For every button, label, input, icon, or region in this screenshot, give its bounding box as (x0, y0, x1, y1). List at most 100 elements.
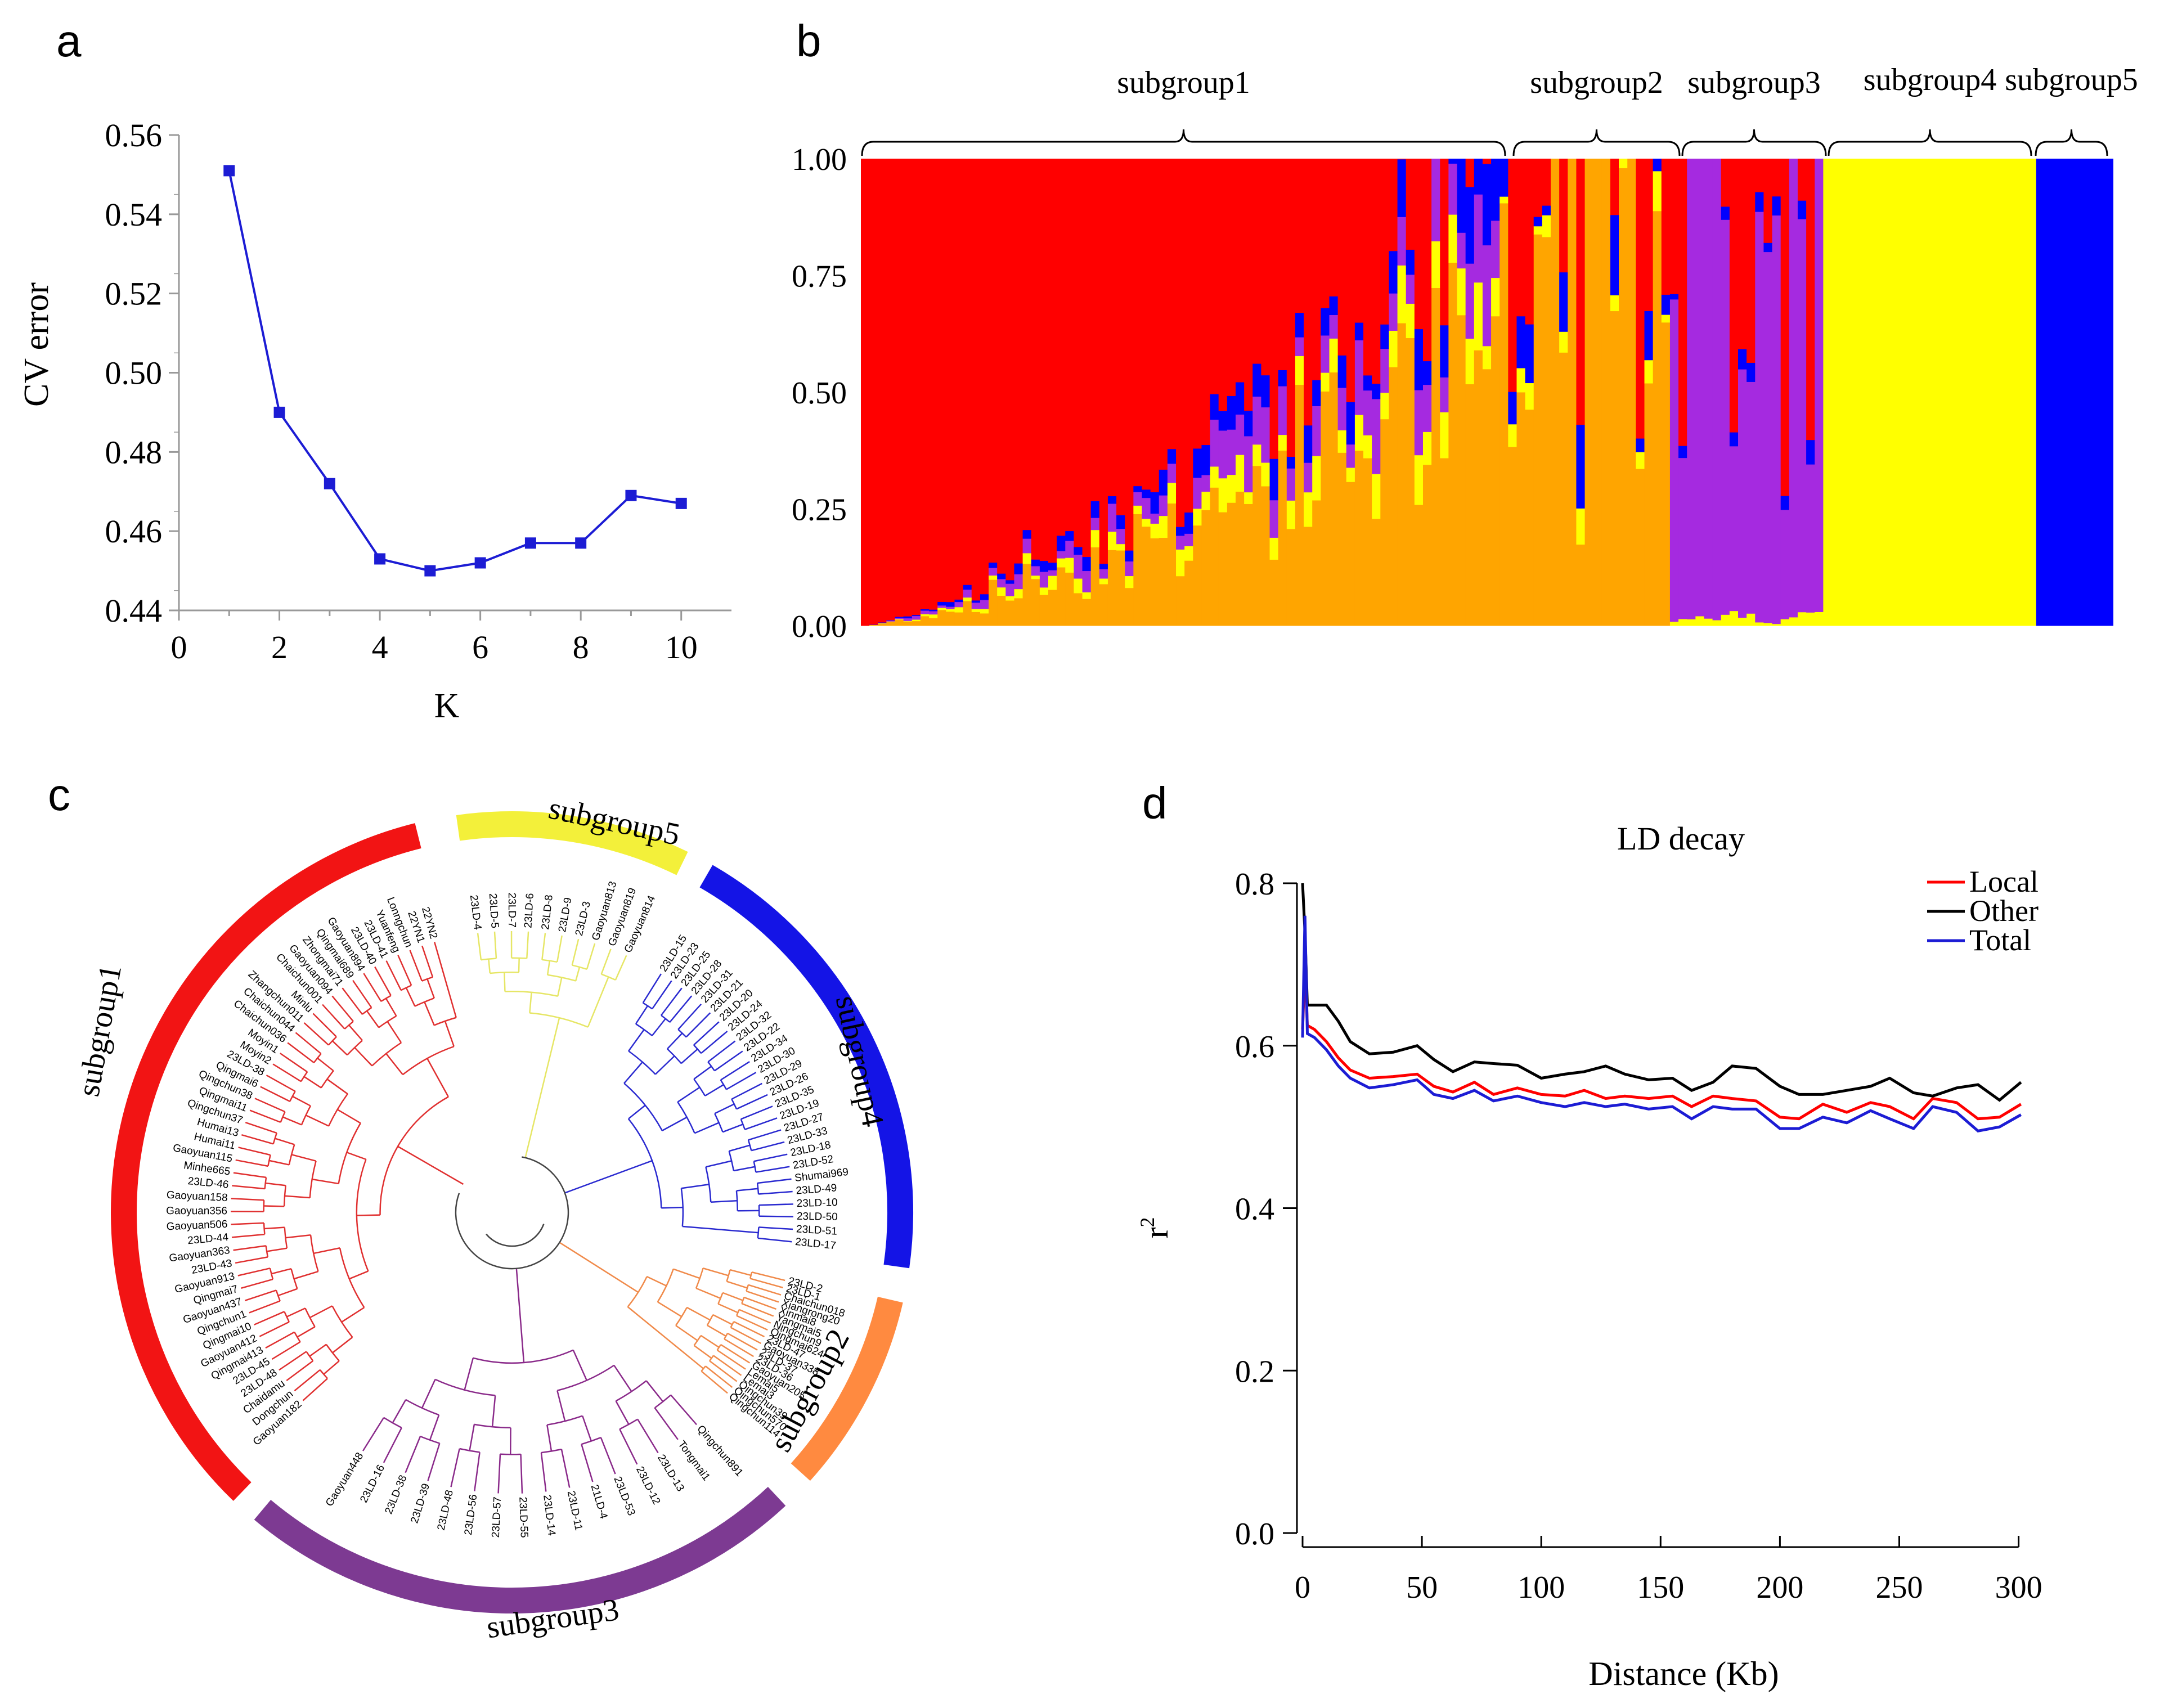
tree-branch (677, 1028, 687, 1038)
tree-branch (392, 1399, 407, 1423)
structure-bar-segment-blue (1176, 527, 1186, 536)
structure-bar-segment-purple (1014, 574, 1023, 590)
structure-bar-segment-purple (1678, 457, 1688, 619)
structure-bar-segment-yellow (1440, 412, 1449, 459)
structure-bar-segment-yellow (1619, 159, 1628, 169)
tree-branch (677, 1003, 702, 1030)
tree-branch (385, 960, 402, 991)
tree-branch (693, 1066, 712, 1080)
structure-bar-segment-orange (1584, 159, 1594, 626)
tree-branch (272, 1063, 302, 1082)
tree-branch (546, 960, 551, 976)
tree-branch (279, 1351, 307, 1371)
structure-bar-segment-purple (1414, 390, 1424, 456)
tree-branch (616, 1380, 647, 1402)
tree-branch (309, 1343, 327, 1357)
structure-bar-segment-orange (1474, 350, 1483, 626)
structure-bar-segment-blue (1184, 512, 1194, 534)
tree-branch (748, 1129, 782, 1141)
structure-bar-segment-red (1465, 159, 1475, 187)
structure-bar-segment-red (1312, 159, 1322, 380)
tree-branch (707, 1061, 715, 1072)
structure-bar-segment-yellow (1346, 468, 1355, 482)
tree-branch (282, 1116, 302, 1126)
tree-leaf-label: 23LD-3 (573, 900, 593, 937)
structure-bar-segment-blue (1057, 535, 1066, 551)
structure-bar-segment-blue (1482, 163, 1492, 246)
tree-branch (238, 1147, 271, 1156)
tree-leaf-label: 23LD-46 (187, 1175, 230, 1191)
structure-bar-segment-blue (1039, 560, 1049, 572)
structure-bar-segment-yellow (997, 587, 1007, 596)
structure-bar-segment-blue (1150, 492, 1160, 514)
tree-branch (600, 949, 612, 975)
tree-branch (424, 1001, 435, 1026)
structure-bar-segment-red (1721, 159, 1730, 207)
tree-branch (685, 1012, 711, 1038)
tree-branch (477, 933, 482, 960)
structure-bar-segment-orange (1389, 367, 1398, 626)
tree-branch (354, 1047, 373, 1067)
structure-bar-segment-blue (1474, 159, 1483, 195)
tree-branch (726, 1072, 757, 1090)
group-label: subgroup5 (2005, 62, 2138, 97)
structure-bar-segment-blue (1065, 531, 1075, 541)
tree-leaf-label: 23LD-17 (794, 1236, 837, 1252)
tree-branch (720, 1343, 751, 1364)
structure-bar-segment-yellow (1994, 159, 2003, 626)
structure-bar-segment-red (1082, 159, 1092, 558)
tree-branch (713, 1355, 742, 1376)
structure-bar-segment-red (1286, 159, 1296, 457)
tree-branch (654, 1394, 672, 1409)
structure-bar-segment-orange (1397, 323, 1407, 626)
structure-bar-segment-yellow (1422, 432, 1433, 465)
structure-bar-segment-purple (1806, 464, 1816, 613)
structure-bar-segment-blue (1738, 349, 1748, 370)
structure-bar-segment-purple (1107, 504, 1117, 532)
structure-bar-segment-blue (1022, 529, 1032, 539)
structure-bar-segment-yellow (1252, 444, 1262, 466)
structure-bar-segment-blue (1721, 206, 1730, 220)
tree-branch (450, 1448, 460, 1487)
structure-bar-segment-red (1329, 159, 1339, 296)
structure-bar-segment-orange (1099, 583, 1108, 626)
tree-branch (327, 1036, 337, 1046)
structure-bar-segment-yellow (1065, 558, 1075, 573)
structure-bar-segment-red (1644, 159, 1654, 311)
structure-bar-segment-red (1235, 159, 1245, 383)
structure-bar-segment-orange (937, 609, 947, 626)
tree-branch (529, 992, 532, 1013)
tree-branch (366, 1010, 380, 1028)
tree-branch (739, 1309, 771, 1324)
structure-bar-segment-yellow (1772, 623, 1781, 626)
structure-bar-segment-red (1295, 159, 1305, 313)
tree-branch (717, 1292, 724, 1305)
tree-leaf-label: 23LD-5 (487, 893, 501, 929)
structure-bar-segment-red (989, 159, 998, 563)
tree-branch (385, 998, 397, 1017)
structure-bar-segment-orange (1082, 599, 1092, 626)
tree-branch (542, 959, 558, 963)
structure-bar-segment-red (1610, 159, 1620, 215)
structure-bar-segment-blue (971, 600, 981, 603)
structure-bar-segment-orange (1005, 600, 1015, 626)
tree-branch (741, 1302, 774, 1317)
tree-branch (526, 931, 529, 959)
tree-branch (285, 1234, 311, 1239)
tree-branch (291, 1154, 316, 1162)
structure-bar-segment-blue (1669, 294, 1680, 300)
clade-label-subgroup1: subgroup1 (71, 962, 128, 1099)
structure-bar-segment-orange (1057, 567, 1066, 626)
tree-branch (654, 1407, 679, 1440)
structure-bar-segment-yellow (1482, 345, 1492, 370)
y-tick-label: 0.75 (792, 259, 847, 294)
tree-branch (711, 1200, 738, 1203)
structure-bar-segment-yellow (1874, 159, 1884, 626)
x-tick-label: 300 (1995, 1570, 2042, 1605)
structure-bar-segment-yellow (980, 609, 990, 614)
tree-branch (749, 1278, 784, 1289)
structure-bar-segment-red (1806, 159, 1816, 441)
structure-bar-segment-red (997, 159, 1007, 574)
panel-label-d: d (1142, 778, 1168, 828)
structure-bar-segment-blue (946, 601, 955, 607)
